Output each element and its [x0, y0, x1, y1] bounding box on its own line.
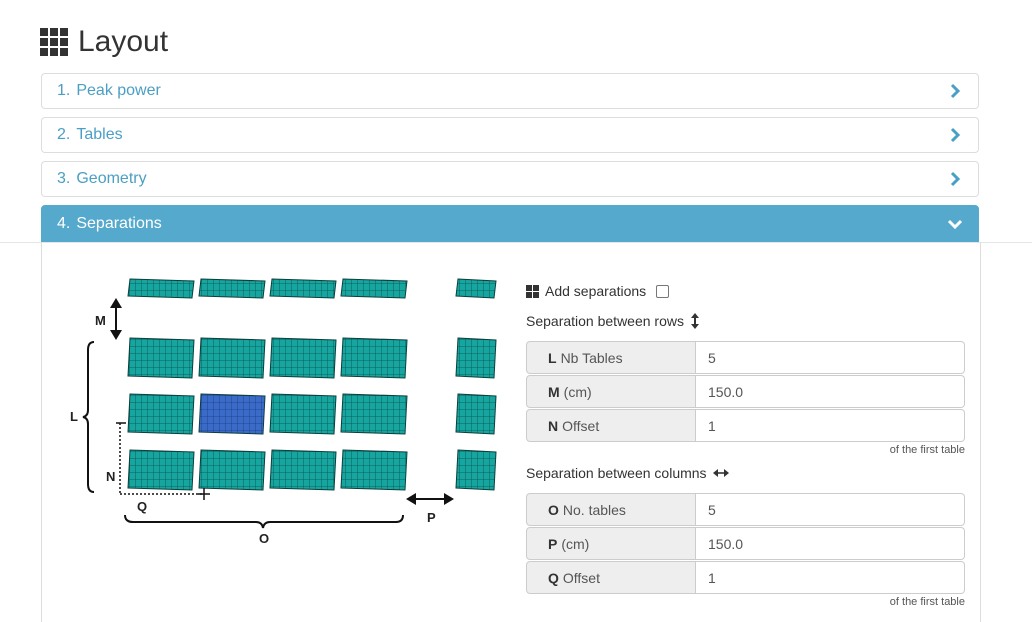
accordion-label: Geometry: [76, 170, 147, 187]
row-separation-input[interactable]: 150.0: [696, 375, 965, 408]
accordion-peak-power[interactable]: 1. Peak power: [41, 73, 979, 109]
rows-hint: of the first table: [889, 444, 965, 456]
accordion-number: 1.: [57, 82, 71, 99]
accordion-number: 3.: [57, 170, 71, 187]
accordion-number: 2.: [57, 126, 71, 143]
panel-divider: [0, 242, 1032, 243]
field-label-text: (cm): [563, 383, 592, 400]
panel: [198, 337, 266, 379]
field-label-text: Offset: [562, 569, 600, 586]
accordion-number: 4.: [57, 215, 71, 232]
panel-top-partial: [455, 278, 497, 299]
horizontal-resize-icon: [712, 469, 729, 477]
label-p: P: [427, 510, 436, 525]
add-separations-row: Add separations: [526, 283, 670, 299]
grid-icon: [526, 284, 539, 298]
panel-top-1: [198, 278, 266, 299]
panel: [127, 393, 195, 435]
chevron-down-icon: [947, 219, 963, 230]
col-separation-input[interactable]: 150.0: [696, 527, 965, 560]
panel: [340, 393, 408, 435]
accordion-geometry[interactable]: 3. Geometry: [41, 161, 979, 197]
panel: [127, 449, 195, 491]
chevron-right-icon: [950, 127, 961, 143]
cols-hint: of the first table: [889, 596, 965, 608]
label-o: O: [259, 531, 269, 546]
panel: [269, 337, 337, 379]
field-l-nb-tables: L Nb Tables 5: [526, 341, 965, 374]
cols-heading-text: Separation between columns: [526, 465, 707, 481]
rows-heading: Separation between rows: [526, 313, 700, 329]
panel-partial: [455, 337, 497, 379]
label-l: L: [70, 409, 78, 424]
chevron-right-icon: [950, 83, 961, 99]
field-label: Q Offset: [526, 561, 696, 594]
accordion-label: Tables: [76, 126, 123, 143]
panel: [269, 449, 337, 491]
m-arrow-head-bottom: [110, 330, 122, 340]
l-brace: [82, 341, 95, 493]
nb-tables-rows-input[interactable]: 5: [696, 341, 965, 374]
field-q-offset: Q Offset 1: [526, 561, 965, 594]
nb-tables-cols-input[interactable]: 5: [696, 493, 965, 526]
panel: [127, 337, 195, 379]
label-q: Q: [137, 499, 147, 514]
panel: [340, 337, 408, 379]
p-arrow-head-right: [444, 493, 454, 505]
add-separations-checkbox[interactable]: [656, 284, 670, 298]
page-title: Layout: [40, 22, 168, 62]
grid-icon: [40, 28, 68, 56]
panel-highlighted: [198, 393, 266, 435]
panel-partial: [455, 449, 497, 491]
field-o-no-tables: O No. tables 5: [526, 493, 965, 526]
cols-heading: Separation between columns: [526, 465, 729, 481]
field-label: N Offset: [526, 409, 696, 442]
page-title-text: Layout: [78, 25, 169, 58]
o-brace: [124, 514, 404, 529]
field-label: L Nb Tables: [526, 341, 696, 374]
accordion-label: Peak power: [76, 82, 161, 99]
label-m: M: [95, 313, 106, 328]
m-arrow-head-top: [110, 298, 122, 308]
panel-grid: [127, 278, 497, 491]
vertical-resize-icon: [691, 313, 699, 329]
field-key: P: [548, 535, 558, 552]
panel-partial: [455, 393, 497, 435]
accordion-separations[interactable]: 4. Separations: [41, 205, 979, 243]
field-label-text: Nb Tables: [560, 349, 623, 366]
rows-heading-text: Separation between rows: [526, 313, 684, 329]
field-p-cm: P (cm) 150.0: [526, 527, 965, 560]
panel-top-2: [269, 278, 337, 299]
field-label: P (cm): [526, 527, 696, 560]
panel-top-3: [340, 278, 408, 299]
add-separations-label: Add separations: [545, 283, 647, 299]
separations-panel: [41, 242, 981, 622]
field-label: O No. tables: [526, 493, 696, 526]
accordion-tables[interactable]: 2. Tables: [41, 117, 979, 153]
field-label-text: (cm): [561, 535, 590, 552]
col-offset-input[interactable]: 1: [696, 561, 965, 594]
field-m-cm: M (cm) 150.0: [526, 375, 965, 408]
chevron-right-icon: [950, 171, 961, 187]
panel-top-0: [127, 278, 195, 299]
field-label-text: No. tables: [562, 501, 626, 518]
field-key: N: [548, 417, 559, 434]
label-n: N: [106, 469, 115, 484]
field-n-offset: N Offset 1: [526, 409, 965, 442]
panel: [340, 449, 408, 491]
panel: [269, 393, 337, 435]
field-key: Q: [548, 569, 559, 586]
p-arrow-head-left: [406, 493, 416, 505]
field-label-text: Offset: [562, 417, 600, 434]
row-offset-input[interactable]: 1: [696, 409, 965, 442]
field-key: M: [548, 383, 560, 400]
panel: [198, 449, 266, 491]
accordion-label: Separations: [76, 215, 162, 232]
field-key: O: [548, 501, 559, 518]
field-key: L: [548, 349, 557, 366]
separations-diagram: M L N Q O P: [70, 278, 497, 546]
field-label: M (cm): [526, 375, 696, 408]
